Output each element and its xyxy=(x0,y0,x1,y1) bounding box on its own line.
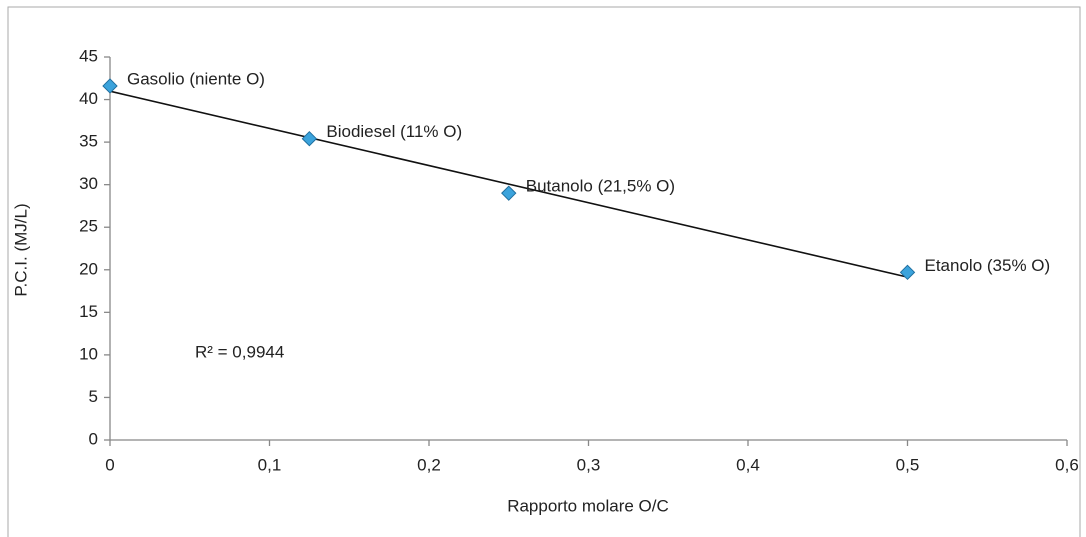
point-label: Gasolio (niente O) xyxy=(127,69,265,88)
x-tick-label: 0,5 xyxy=(896,455,920,474)
x-tick-label: 0,1 xyxy=(258,455,282,474)
y-tick-label: 40 xyxy=(79,89,98,108)
x-tick-label: 0,4 xyxy=(736,455,760,474)
y-axis-title: P.C.I. (MJ/L) xyxy=(11,203,30,296)
point xyxy=(301,130,318,147)
point-label: Butanolo (21,5% O) xyxy=(526,177,675,196)
y-tick-label: 45 xyxy=(79,46,98,65)
annotation: R² = 0,9944 xyxy=(195,342,284,361)
y-tick-label: 5 xyxy=(89,387,98,406)
x-tick-label: 0,6 xyxy=(1055,455,1079,474)
y-tick-label: 0 xyxy=(89,429,98,448)
x-tick-label: 0,3 xyxy=(577,455,601,474)
y-tick-label: 30 xyxy=(79,174,98,193)
x-axis-title: Rapporto molare O/C xyxy=(507,496,669,515)
point xyxy=(102,78,118,94)
point-label: Biodiesel (11% O) xyxy=(326,122,462,141)
trendline xyxy=(109,90,908,278)
chart-frame xyxy=(7,6,1081,537)
point-label: Etanolo (35% O) xyxy=(925,256,1051,275)
x-tick-label: 0 xyxy=(105,455,114,474)
point xyxy=(899,264,916,281)
y-tick-label: 15 xyxy=(79,302,98,321)
y-tick-label: 10 xyxy=(79,344,98,363)
y-tick-label: 20 xyxy=(79,259,98,278)
point xyxy=(501,185,517,201)
y-tick-label: 25 xyxy=(79,217,98,236)
y-tick-label: 35 xyxy=(79,132,98,151)
x-tick-label: 0,2 xyxy=(417,455,441,474)
